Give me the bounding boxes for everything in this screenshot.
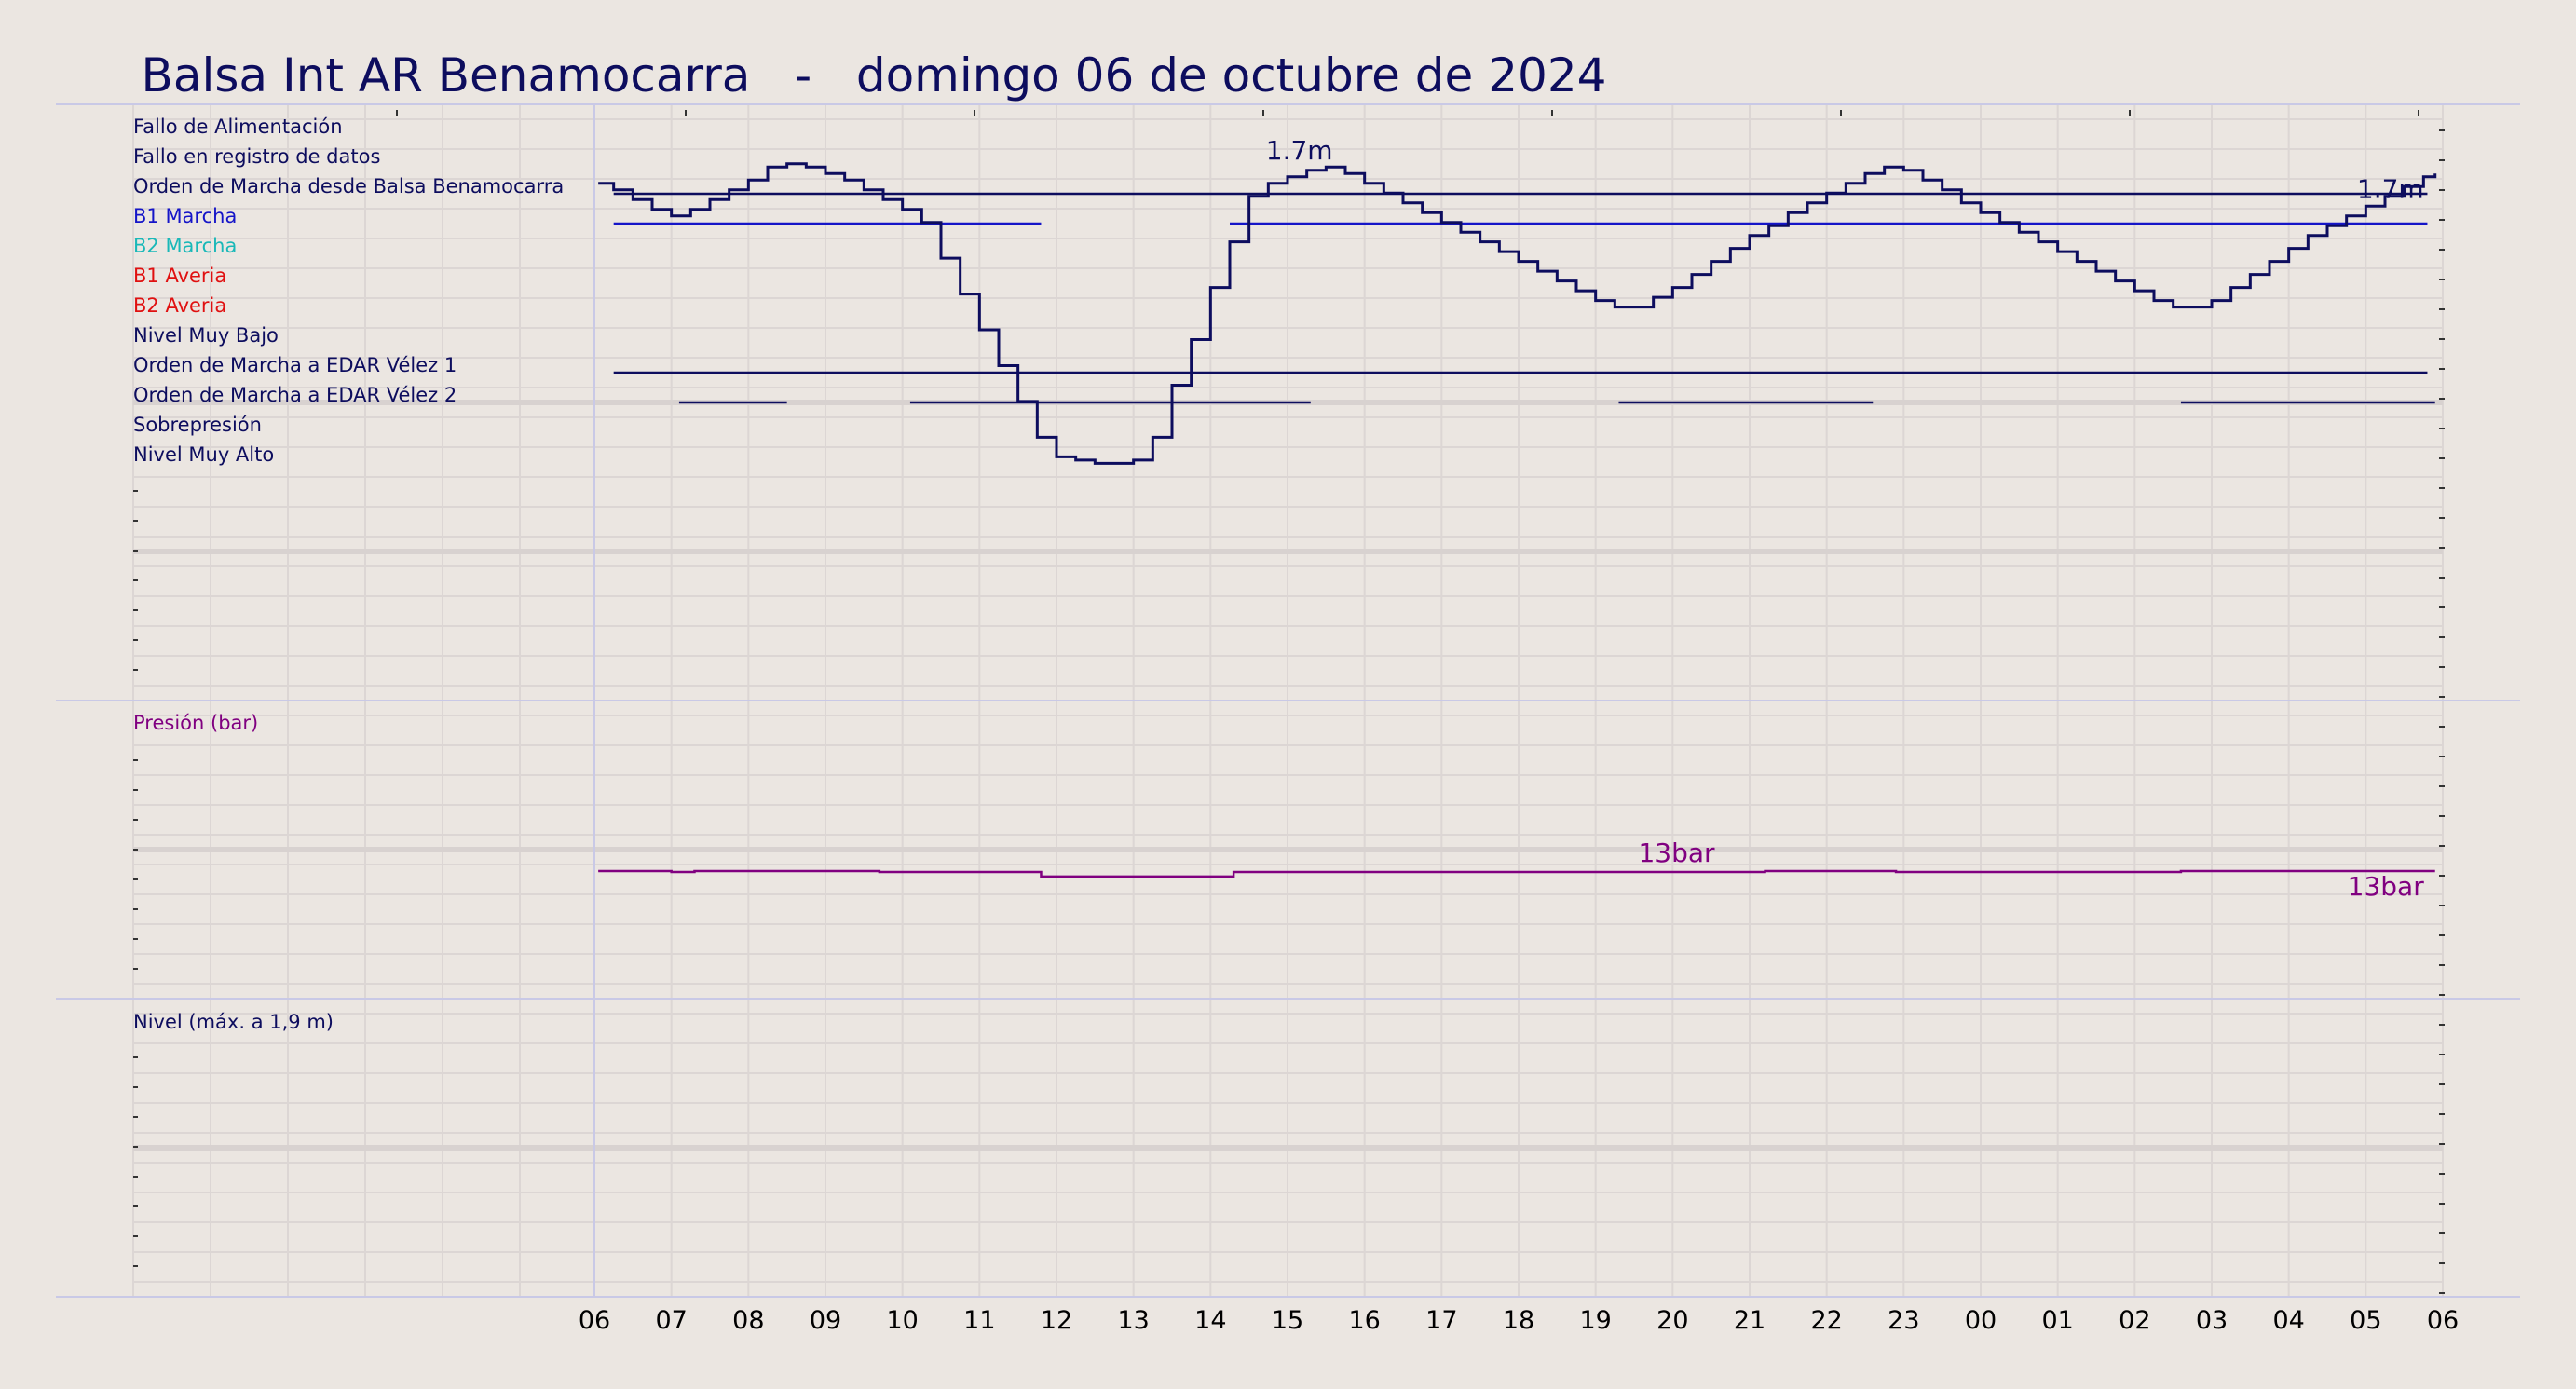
x-tick-label: 03 [2196, 1306, 2228, 1335]
x-tick-label: 19 [1579, 1306, 1611, 1335]
x-tick-label: 22 [1810, 1306, 1842, 1335]
x-tick-label: 15 [1272, 1306, 1303, 1335]
x-tick-label: 02 [2119, 1306, 2150, 1335]
x-tick-label: 14 [1194, 1306, 1226, 1335]
x-tick-label: 20 [1656, 1306, 1688, 1335]
x-tick-label: 05 [2350, 1306, 2381, 1335]
x-tick-label: 00 [1965, 1306, 1997, 1335]
x-tick-label: 12 [1041, 1306, 1072, 1335]
x-tick-label: 17 [1425, 1306, 1457, 1335]
pressure-label: Presión (bar) [133, 712, 258, 734]
chart-title: Balsa Int AR Benamocarra - domingo 06 de… [142, 48, 1607, 102]
x-tick-label: 13 [1117, 1306, 1149, 1335]
signal-label: Orden de Marcha desde Balsa Benamocarra [133, 175, 564, 197]
x-tick-label: 21 [1734, 1306, 1765, 1335]
signal-label: B1 Averia [133, 265, 226, 287]
x-tick-label: 04 [2272, 1306, 2304, 1335]
x-tick-label: 08 [732, 1306, 764, 1335]
x-tick-label: 09 [810, 1306, 841, 1335]
panel-borders [56, 103, 2520, 1298]
signal-label: Orden de Marcha a EDAR Vélez 2 [133, 384, 457, 406]
pressure-annotation: 13bar [2348, 871, 2425, 902]
level-line [598, 162, 2437, 465]
signal-label: Fallo en registro de datos [133, 145, 380, 168]
pressure-panel: Presión (bar) 13bar 13bar [133, 712, 2435, 902]
x-tick-label: 16 [1348, 1306, 1380, 1335]
x-tick-label: 23 [1888, 1306, 1919, 1335]
pressure-line [598, 869, 2435, 878]
level-label: Nivel (máx. a 1,9 m) [133, 1011, 334, 1033]
x-tick-label: 06 [579, 1306, 610, 1335]
signal-label: Sobrepresión [133, 414, 262, 436]
signal-label: B2 Marcha [133, 235, 237, 257]
digital-signals-panel: Fallo de Alimentación Fallo en registro d… [133, 116, 2435, 466]
level-annotation: 1.7m [1266, 135, 1333, 166]
x-axis: 06 07 08 09 10 11 12 13 14 15 16 17 18 19 20 21 22 23 00 01… [579, 1306, 2459, 1335]
x-tick-label: 07 [655, 1306, 687, 1335]
x-tick-label: 10 [886, 1306, 918, 1335]
x-tick-label: 18 [1503, 1306, 1534, 1335]
x-tick-label: 06 [2427, 1306, 2459, 1335]
signal-label: Orden de Marcha a EDAR Vélez 1 [133, 354, 457, 376]
x-tick-label: 11 [963, 1306, 995, 1335]
signal-label: Nivel Muy Alto [133, 443, 274, 466]
signal-label: B1 Marcha [133, 205, 237, 227]
x-tick-label: 01 [2041, 1306, 2073, 1335]
signal-label: B2 Averia [133, 294, 226, 317]
signal-label: Fallo de Alimentación [133, 116, 343, 138]
level-panel: Nivel (máx. a 1,9 m) 1.7m 1.7m [133, 135, 2437, 1033]
signal-label: Nivel Muy Bajo [133, 324, 279, 347]
level-annotation: 1.7m [2357, 173, 2424, 204]
pressure-annotation: 13bar [1638, 837, 1715, 868]
